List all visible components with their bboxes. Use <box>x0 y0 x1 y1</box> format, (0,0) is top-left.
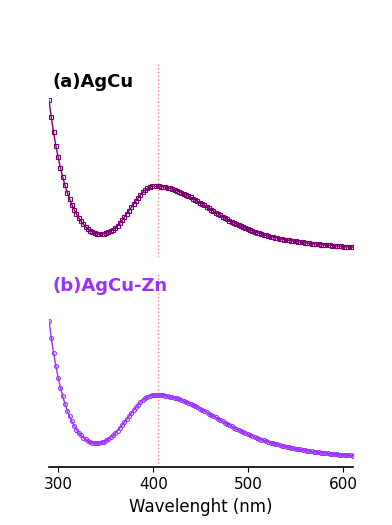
Text: (a)AgCu: (a)AgCu <box>52 73 133 91</box>
X-axis label: Wavelenght (nm): Wavelenght (nm) <box>129 498 273 516</box>
Text: (b)AgCu-Zn: (b)AgCu-Zn <box>52 277 167 295</box>
